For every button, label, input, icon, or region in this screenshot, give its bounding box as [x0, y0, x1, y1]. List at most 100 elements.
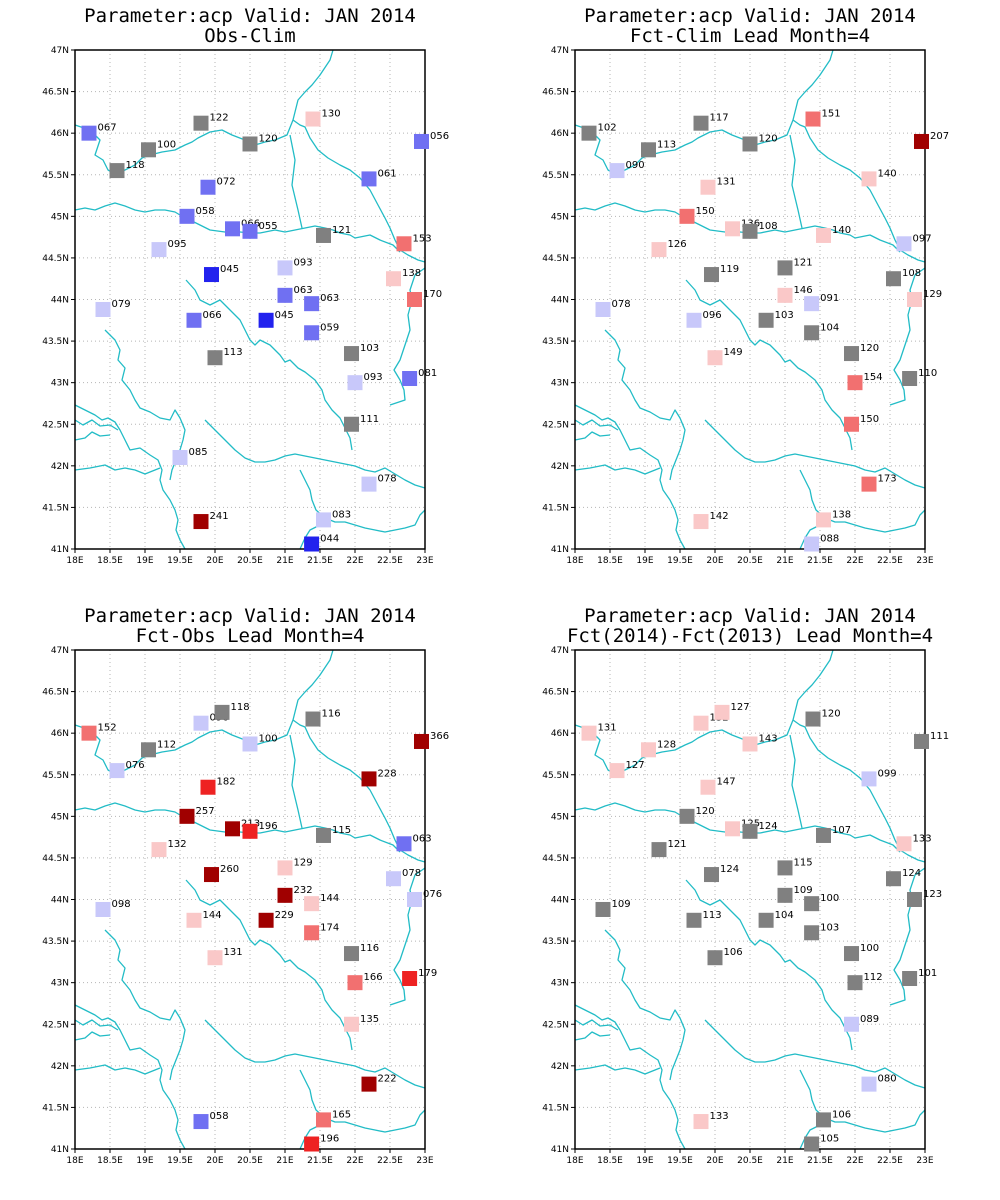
station-value-label: 107 — [832, 825, 851, 836]
station-marker — [707, 950, 723, 966]
station-value-label: 085 — [189, 447, 208, 458]
station-value-label: 099 — [878, 768, 897, 779]
station-marker — [914, 733, 929, 749]
station-value-label: 076 — [423, 889, 442, 900]
station-marker — [847, 975, 863, 991]
station-value-label: 097 — [913, 233, 932, 244]
station-value-label: 091 — [820, 293, 839, 304]
x-tick-label: 21.5E — [807, 1156, 833, 1166]
y-tick-label: 41N — [551, 1145, 569, 1155]
station-value-label: 121 — [794, 257, 813, 268]
panel-title-line2: Fct-Clim Lead Month=4 — [630, 25, 870, 47]
station-marker — [304, 896, 320, 912]
panel-title-line2: Fct-Obs Lead Month=4 — [136, 625, 365, 647]
station-marker — [804, 925, 820, 941]
station-value-label: 063 — [320, 293, 339, 304]
station-value-label: 115 — [332, 825, 351, 836]
station-value-label: 056 — [430, 131, 449, 142]
station-value-label: 366 — [430, 731, 449, 742]
station-marker — [193, 715, 209, 731]
station-value-label: 143 — [759, 733, 778, 744]
station-marker — [386, 871, 401, 887]
station-marker — [641, 742, 656, 758]
x-tick-label: 19E — [136, 1156, 153, 1166]
station-marker — [277, 287, 293, 303]
station-value-label: 067 — [98, 123, 117, 134]
y-tick-label: 44N — [51, 896, 69, 906]
station-value-label: 117 — [710, 113, 729, 124]
station-marker — [693, 1114, 709, 1130]
y-tick-label: 46.5N — [542, 88, 569, 98]
station-value-label: 140 — [832, 225, 851, 236]
station-marker — [316, 827, 331, 843]
station-marker — [242, 736, 258, 752]
station-value-label: 147 — [717, 777, 736, 788]
station-marker — [686, 312, 702, 328]
y-tick-label: 44.5N — [42, 854, 69, 864]
y-tick-label: 44N — [551, 896, 569, 906]
station-value-label: 080 — [878, 1074, 897, 1085]
x-tick-label: 22E — [346, 1156, 363, 1166]
panel-title-line1: Parameter:acp Valid: JAN 2014 — [584, 605, 916, 627]
y-tick-label: 46N — [51, 129, 69, 139]
station-value-label: 100 — [157, 139, 176, 150]
station-marker — [186, 912, 202, 928]
y-tick-label: 42.5N — [42, 420, 69, 430]
y-tick-label: 42.5N — [542, 420, 569, 430]
station-marker — [907, 892, 922, 907]
x-tick-label: 18E — [566, 1156, 583, 1166]
station-value-label: 170 — [423, 289, 442, 300]
station-marker — [305, 711, 321, 727]
station-marker — [700, 779, 716, 795]
station-value-label: 122 — [210, 113, 229, 124]
x-tick-label: 20.5E — [737, 556, 763, 566]
station-marker — [304, 536, 320, 552]
station-marker — [886, 271, 901, 287]
station-value-label: 140 — [878, 168, 897, 179]
station-marker — [907, 292, 922, 307]
y-tick-label: 44N — [551, 296, 569, 306]
station-value-label: 059 — [320, 322, 339, 333]
station-value-label: 166 — [364, 972, 383, 983]
station-value-label: 124 — [720, 864, 739, 875]
x-tick-label: 21E — [276, 556, 293, 566]
station-value-label: 093 — [364, 372, 383, 383]
station-marker — [804, 296, 820, 312]
x-tick-label: 19E — [136, 556, 153, 566]
station-value-label: 149 — [724, 347, 743, 358]
station-marker — [844, 346, 859, 362]
x-tick-label: 20.5E — [237, 556, 263, 566]
station-marker — [81, 125, 97, 141]
station-marker — [193, 1114, 209, 1130]
y-tick-label: 46N — [551, 729, 569, 739]
y-tick-label: 43N — [51, 379, 69, 389]
station-value-label: 196 — [259, 821, 278, 832]
station-value-label: 063 — [294, 285, 313, 296]
station-value-label: 126 — [668, 239, 687, 250]
station-value-label: 146 — [794, 285, 813, 296]
y-tick-label: 44.5N — [542, 854, 569, 864]
x-tick-label: 18.5E — [597, 556, 623, 566]
station-value-label: 078 — [402, 868, 421, 879]
y-tick-label: 47N — [51, 46, 69, 56]
station-value-label: 113 — [703, 910, 722, 921]
station-marker — [407, 292, 422, 307]
x-tick-label: 20E — [206, 1156, 223, 1166]
station-marker — [679, 208, 695, 224]
station-marker — [344, 1016, 359, 1032]
station-value-label: 154 — [864, 372, 883, 383]
station-value-label: 142 — [710, 511, 729, 522]
station-marker — [816, 227, 831, 243]
station-marker — [679, 808, 695, 824]
station-value-label: 081 — [418, 368, 437, 379]
coastline-borders — [74, 649, 426, 1150]
station-marker — [902, 971, 918, 987]
station-marker — [193, 115, 209, 131]
station-value-label: 129 — [923, 289, 942, 300]
station-marker — [742, 136, 758, 152]
x-tick-label: 20E — [706, 1156, 723, 1166]
station-marker — [693, 715, 709, 731]
station-value-label: 112 — [864, 972, 883, 983]
